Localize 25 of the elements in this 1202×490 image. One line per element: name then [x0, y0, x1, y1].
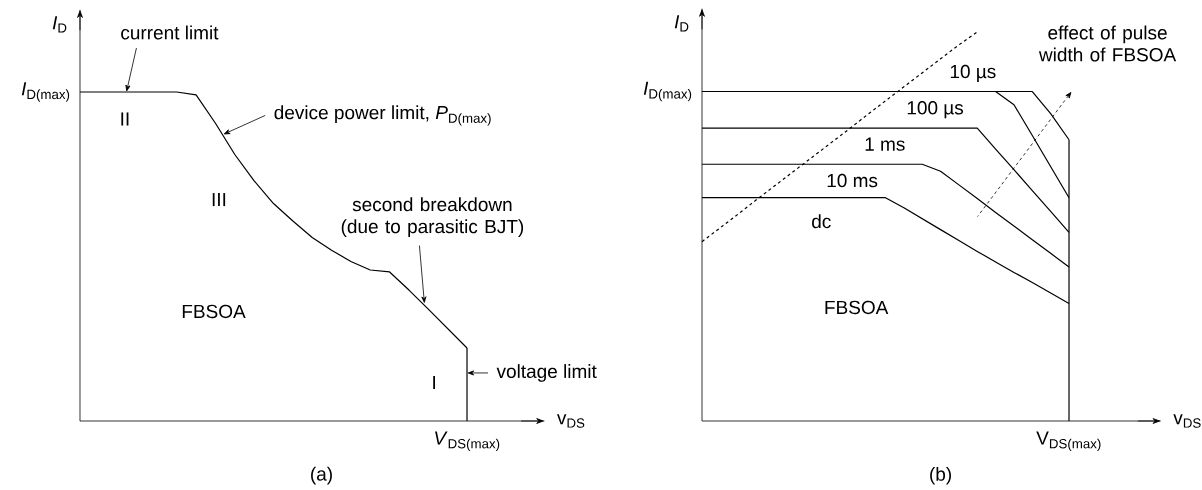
x-axis-title: v$_{DS}$ [557, 414, 585, 428]
annotation: effect of pulse width of FBSOA [1038, 25, 1177, 62]
text: I$_{D(max)}$ [643, 81, 692, 102]
y-axis-title: I$_{D}$ [52, 16, 67, 33]
series-label: dc [812, 214, 831, 229]
annotation: FBSOA [182, 304, 246, 319]
text: (b) [930, 466, 951, 485]
annotation: II [121, 112, 129, 126]
x-axis-title: v$_{DS}$ [1173, 414, 1201, 428]
text: (a) [311, 466, 332, 485]
y-axis-title: I$_{D}$ [674, 15, 689, 32]
annotation: device power limit, P$_{D(max)}$ [274, 105, 491, 126]
text: current limit [121, 25, 219, 40]
text: I$_{D(max)}$ [21, 82, 70, 102]
series-label: 10 ms [827, 173, 878, 188]
text: V$_{DS(max)}$ [435, 431, 500, 452]
text: voltage limit [496, 364, 597, 382]
series-label: 10 µs [950, 64, 996, 82]
text: V$_{DS(max)}$ [1036, 431, 1101, 452]
annotation: FBSOA [825, 300, 889, 315]
annotation: III [212, 193, 226, 207]
series-label: 1 ms [865, 137, 905, 151]
series-label: 100 µs [907, 101, 964, 119]
annotation: I [433, 375, 435, 390]
annotation: second breakdown (due to parasitic BJT) [341, 197, 524, 238]
